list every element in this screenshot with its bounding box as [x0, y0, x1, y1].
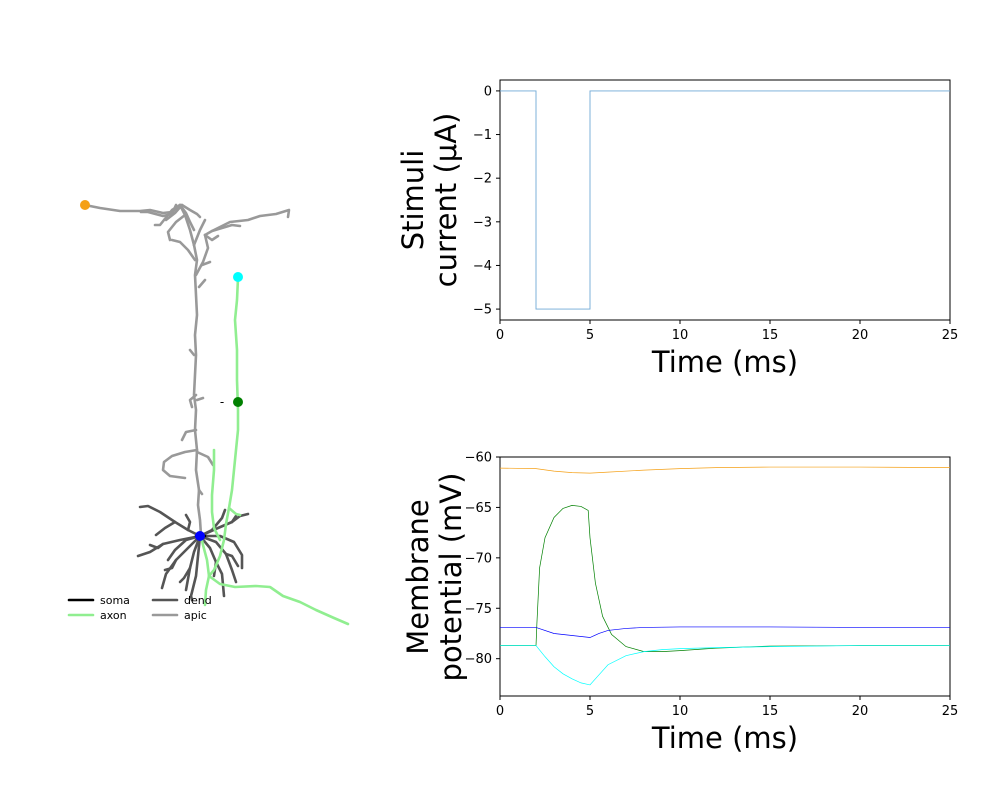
stimulus-y-ticks: 0 −1 −2 −3 −4 −5: [473, 84, 500, 318]
membrane-x-tick-label-1: 5: [586, 704, 594, 719]
legend-label-soma: soma: [100, 594, 130, 607]
apical-dendrites: [83, 203, 291, 537]
membrane-y-tick-label-0: −60: [465, 451, 492, 466]
apical-tuft-recording-marker: [80, 200, 90, 210]
membrane-series-line-3: [500, 645, 950, 686]
membrane-potential-chart: 0 5 10 15 20 25 −60 −65 −70 −75 −80 Time (ms) Mem…: [401, 451, 958, 756]
membrane-series-layer: [499, 466, 951, 686]
stimulus-y-tick-label-4: −4: [473, 259, 492, 274]
membrane-y-tick-label-4: −80: [465, 652, 492, 667]
membrane-series-line-2: [500, 626, 950, 638]
stimulus-x-tick-label-5: 25: [942, 328, 959, 343]
stimulus-x-tick-label-1: 5: [586, 328, 594, 343]
basal-dendrites: [136, 504, 250, 602]
stimulus-x-tick-label-3: 15: [762, 328, 779, 343]
membrane-y-ticks: −60 −65 −70 −75 −80: [465, 451, 500, 667]
stimulus-y-axis-label-line-2: current (μA): [429, 113, 463, 288]
membrane-x-tick-label-2: 10: [672, 704, 689, 719]
membrane-x-tick-label-3: 15: [762, 704, 779, 719]
stimulus-y-tick-label-1: −1: [473, 128, 492, 143]
stimulus-current-chart: 0 5 10 15 20 25 0 −1 −2 −3 −4 −5 Time (ms) Stimuli…: [396, 79, 958, 379]
membrane-y-tick-label-1: −65: [465, 501, 492, 516]
neuron-morphology: - soma axon dend apic: [67, 200, 350, 626]
stimulus-y-tick-label-0: 0: [484, 84, 492, 99]
membrane-y-axis-label-line-1: Membrane: [401, 499, 435, 654]
membrane-x-tick-label-4: 20: [852, 704, 869, 719]
legend-label-apic: apic: [184, 609, 207, 622]
membrane-x-ticks: 0 5 10 15 20 25: [496, 696, 958, 719]
membrane-x-tick-label-0: 0: [496, 704, 504, 719]
membrane-series-line-0: [499, 466, 951, 474]
stimulus-series-line-0: [500, 90, 950, 310]
soma-recording-marker: [195, 531, 205, 541]
axon: [199, 276, 350, 626]
membrane-x-tick-label-5: 25: [942, 704, 959, 719]
stimulus-electrode-marker: -: [220, 395, 224, 409]
axon-mid-recording-marker: [233, 397, 243, 407]
stimulus-x-tick-label-0: 0: [496, 328, 504, 343]
stimulus-y-axis-label-line-1: Stimuli: [396, 150, 430, 251]
stimulus-y-tick-label-3: −3: [473, 215, 492, 230]
stimulus-y-tick-label-5: −5: [473, 303, 492, 318]
legend-label-dend: dend: [184, 594, 212, 607]
membrane-x-axis-label: Time (ms): [651, 721, 798, 755]
membrane-y-tick-label-2: −70: [465, 551, 492, 566]
stimulus-y-tick-label-2: −2: [473, 172, 492, 187]
membrane-plot-area: [499, 456, 951, 697]
morphology-legend: soma axon dend apic: [67, 594, 212, 622]
membrane-series-line-1: [500, 505, 950, 652]
membrane-y-tick-label-3: −75: [465, 602, 492, 617]
stimulus-x-tick-label-2: 10: [672, 328, 689, 343]
membrane-y-axis-label-line-2: potential (mV): [434, 473, 468, 682]
stimulus-x-axis-label: Time (ms): [651, 345, 798, 379]
stimulus-series-layer: [500, 90, 950, 310]
stimulus-x-ticks: 0 5 10 15 20 25: [496, 320, 958, 343]
stimulus-x-tick-label-4: 20: [852, 328, 869, 343]
stimulus-plot-area: [499, 79, 951, 321]
axon-distal-recording-marker: [233, 272, 243, 282]
legend-label-axon: axon: [100, 609, 127, 622]
